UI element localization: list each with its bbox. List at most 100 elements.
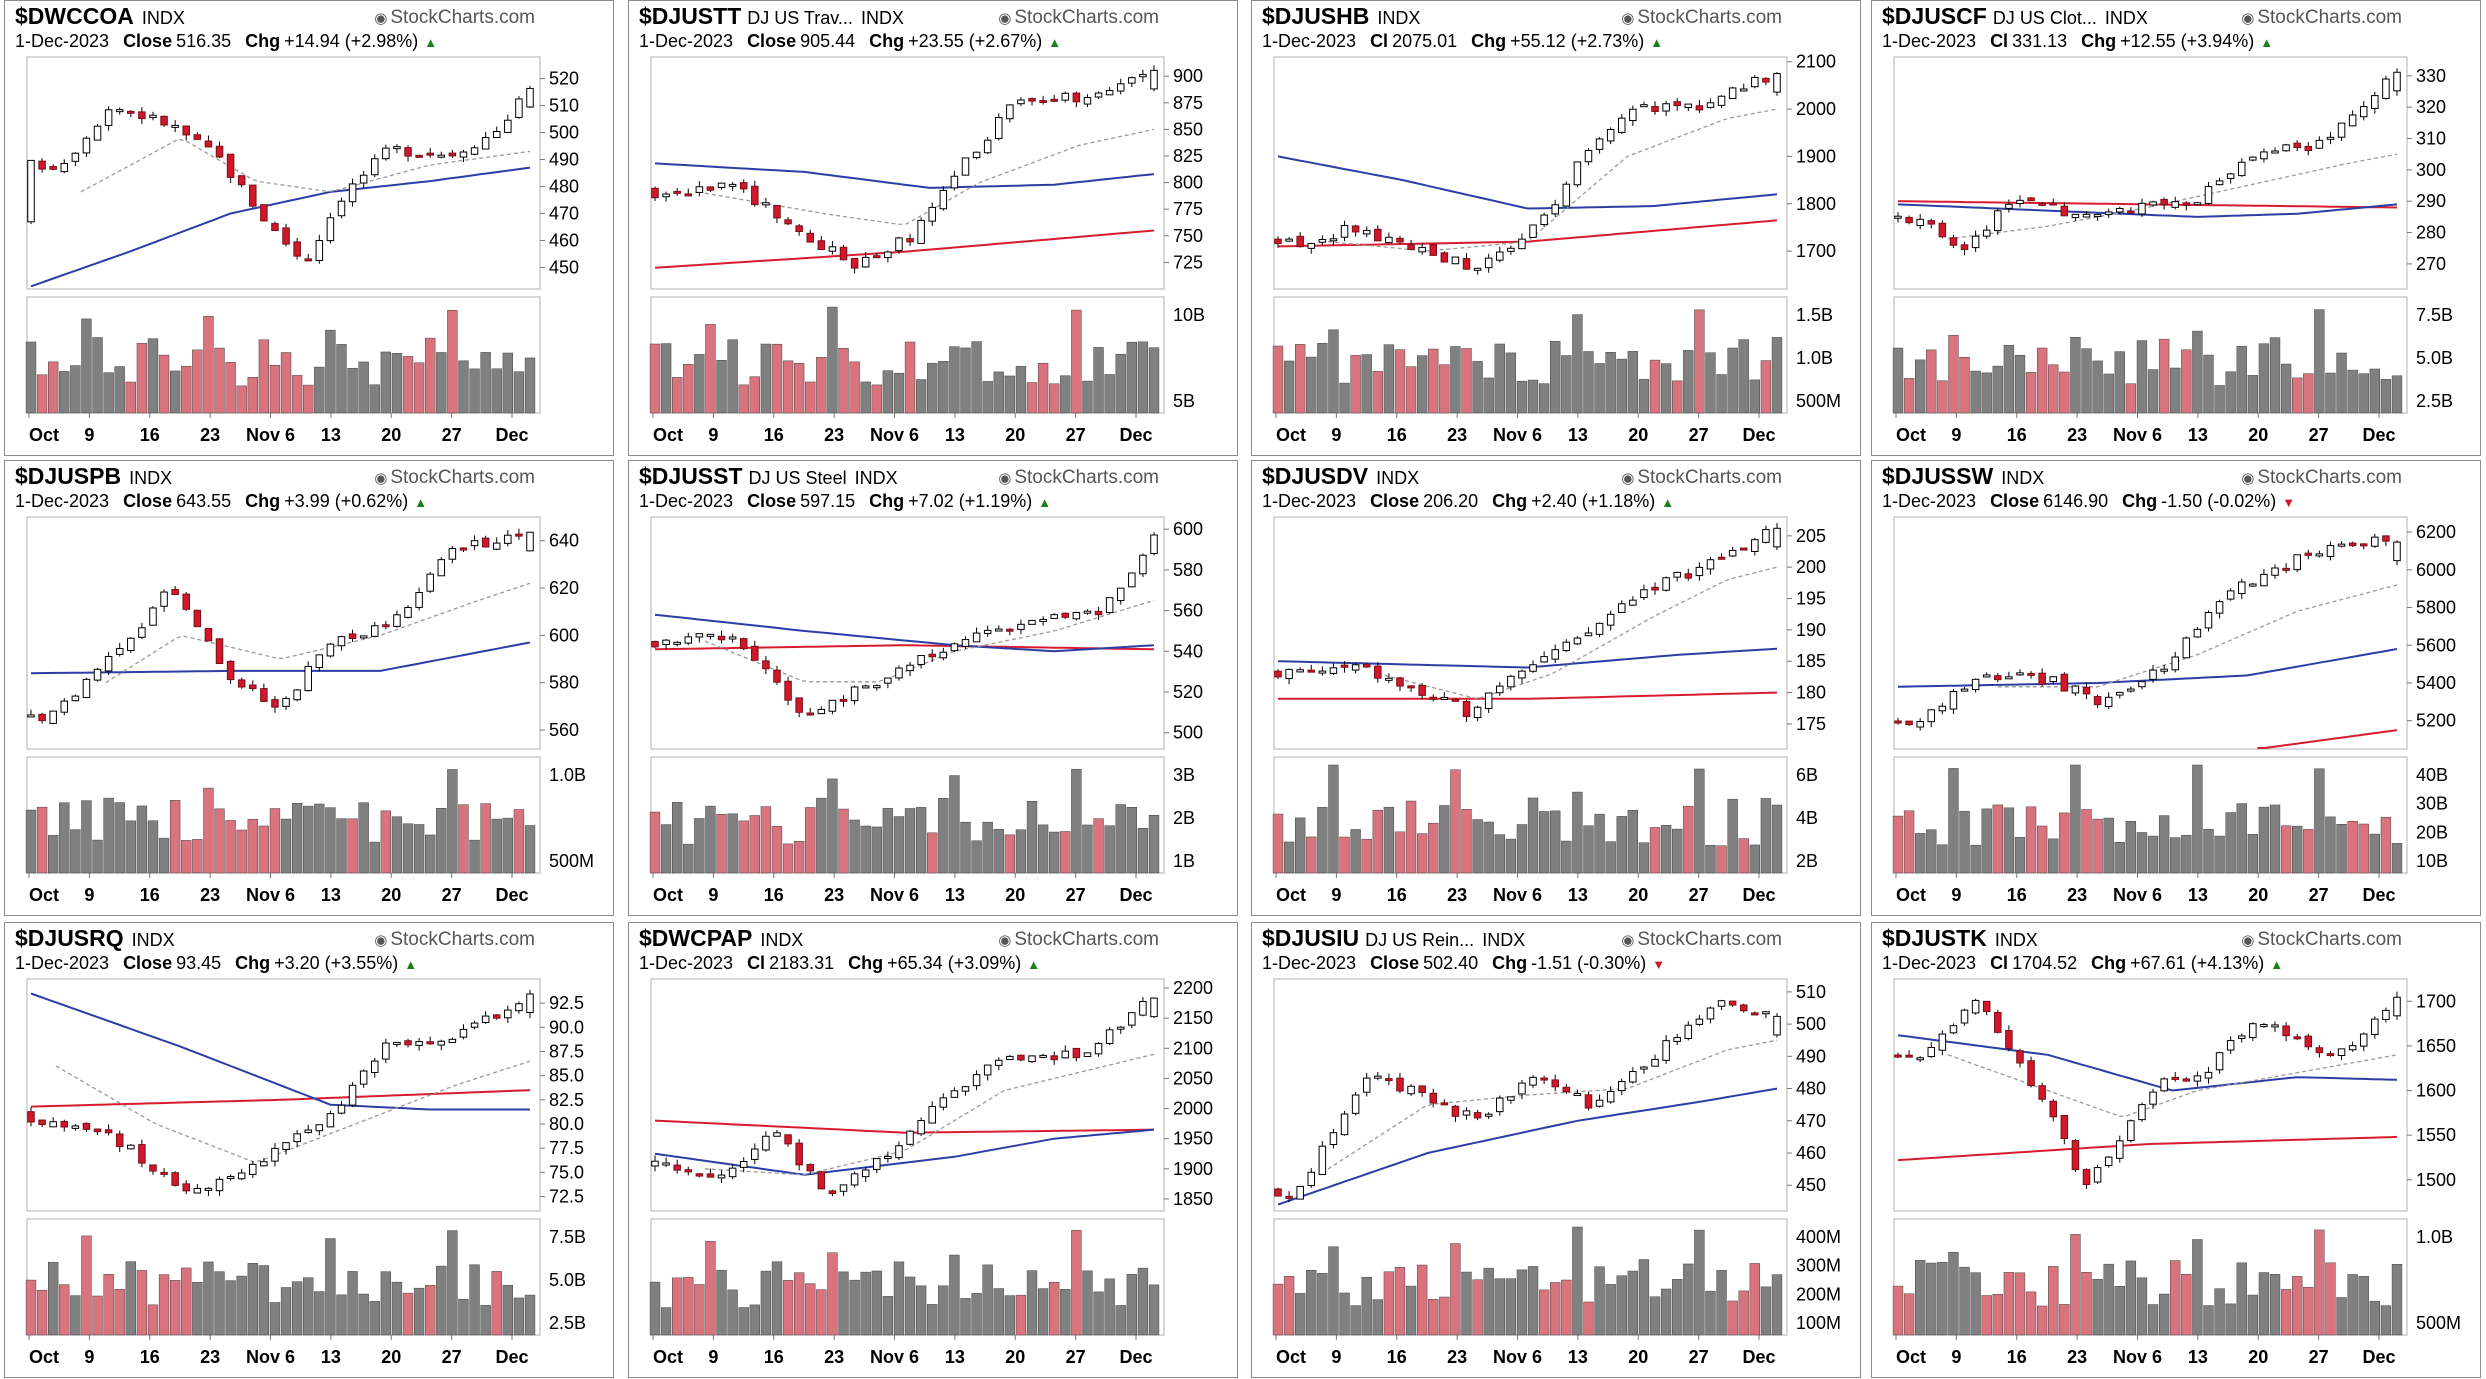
chart-panel[interactable]: $DWCPAP INDX ◉ StockCharts.com 1-Dec-2023 Cl 2…	[628, 922, 1238, 1378]
volume-bar	[469, 839, 480, 874]
chart-panel[interactable]: $DJUSIU DJ US Rein... INDX ◉ StockCharts.com…	[1251, 922, 1861, 1378]
volume-bar	[1060, 375, 1071, 414]
candle-body	[115, 648, 124, 655]
volume-bar	[2070, 764, 2081, 874]
candle-body	[1050, 98, 1058, 102]
chart-panel[interactable]: $DJUSST DJ US Steel INDX ◉ StockCharts.com 1-…	[628, 460, 1238, 916]
volume-bar	[1594, 363, 1605, 414]
candle-body	[2038, 1085, 2046, 1100]
candle-body	[1150, 997, 1158, 1018]
candle-body	[1028, 98, 1036, 102]
volume-bar	[2347, 821, 2358, 874]
candle-body	[839, 1184, 848, 1192]
volume-bar	[1583, 1301, 1594, 1336]
candle-body	[972, 151, 981, 159]
volume-bar	[1483, 821, 1494, 874]
volume-bar	[1605, 841, 1616, 874]
volume-bar	[2048, 1266, 2059, 1336]
volume-bar	[949, 1254, 960, 1336]
candle-body	[1595, 1099, 1604, 1107]
volume-bar	[1572, 791, 1583, 874]
candle-body	[1072, 611, 1081, 620]
candle-body	[2171, 201, 2179, 208]
volume-bar	[927, 362, 938, 414]
candle-body	[1739, 88, 1748, 92]
candle-body	[2071, 213, 2080, 219]
chart-panel[interactable]: $DJUSDV INDX ◉ StockCharts.com 1-Dec-2023 Clo…	[1251, 460, 1861, 916]
brand-text: StockCharts.com	[2257, 929, 2402, 950]
volume-bar	[2081, 809, 2092, 874]
volume-bar	[1137, 828, 1149, 874]
candle-body	[961, 1086, 970, 1092]
candle-body	[304, 258, 312, 262]
chart-panel[interactable]: $DJUSRQ INDX ◉ StockCharts.com 1-Dec-2023 Clo…	[4, 922, 614, 1378]
chart-panel[interactable]: $DJUSTK INDX ◉ StockCharts.com 1-Dec-2023 Cl 1…	[1871, 922, 2481, 1378]
chart-panel[interactable]: $DJUSHB INDX ◉ StockCharts.com 1-Dec-2023 Cl 2…	[1251, 0, 1861, 456]
volume-bar	[2314, 1229, 2325, 1336]
volume-bar	[1627, 1270, 1639, 1336]
volume-bar	[280, 818, 292, 874]
candle-body	[371, 158, 379, 176]
candle-body	[1706, 1007, 1715, 1020]
candle-body	[1318, 670, 1327, 674]
volume-axis-label: 30B	[2416, 794, 2448, 814]
candle-body	[1551, 1079, 1559, 1088]
up-arrow-icon: ▲	[424, 35, 438, 50]
y-tick-label: 1650	[2416, 1036, 2456, 1056]
candle-body	[2304, 552, 2313, 556]
volume-bar	[1071, 768, 1082, 874]
y-tick-label: 6200	[2416, 522, 2456, 542]
candle-body	[917, 655, 925, 665]
x-tick-label: 16	[2007, 885, 2027, 905]
candle-body	[60, 1120, 69, 1128]
chart-panel[interactable]: $DWCCOA INDX ◉ StockCharts.com 1-Dec-2023 Clo…	[4, 0, 614, 456]
brand-watermark: ◉ StockCharts.com	[998, 7, 1159, 29]
volume-bar	[1915, 1260, 1926, 1336]
candle-body	[1739, 547, 1748, 551]
volume-bar	[949, 346, 960, 414]
candle-body	[739, 1161, 748, 1168]
x-tick-label: 13	[2188, 885, 2208, 905]
candle-body	[1462, 1110, 1471, 1116]
x-tick-label: Nov 6	[2113, 885, 2162, 905]
x-tick-label: Oct	[653, 885, 683, 905]
candle-body	[1629, 599, 1637, 606]
candle-body	[1496, 251, 1504, 261]
x-tick-label: 27	[1066, 1347, 1086, 1367]
chart-panel[interactable]: $DJUSCF DJ US Clot... INDX ◉ StockCharts.com…	[1871, 0, 2481, 456]
x-tick-label: 16	[1387, 425, 1407, 445]
candle-body	[1773, 1015, 1781, 1036]
candle-body	[515, 1003, 523, 1012]
x-tick-label: 13	[321, 885, 341, 905]
volume-bar	[649, 811, 661, 874]
y-tick-label: 640	[549, 531, 579, 551]
candle-body	[784, 219, 792, 225]
candle-body	[138, 111, 146, 120]
volume-bar	[1104, 1278, 1115, 1336]
close-label: Close	[123, 491, 173, 511]
candle-body	[1695, 566, 1704, 577]
candle-body	[437, 559, 446, 577]
candle-body	[861, 685, 870, 689]
candle-body	[415, 154, 423, 158]
volume-bar	[1383, 344, 1395, 414]
x-tick-label: 20	[1005, 1347, 1025, 1367]
candle-body	[684, 193, 693, 197]
volume-bar	[1694, 768, 1705, 874]
y-tick-label: 90.0	[549, 1017, 584, 1037]
x-tick-label: Dec	[2362, 425, 2395, 445]
volume-bar	[705, 324, 716, 414]
candle-body	[928, 206, 936, 222]
candle-body	[271, 699, 279, 708]
candle-body	[2326, 545, 2335, 557]
up-arrow-icon: ▲	[2260, 35, 2274, 50]
chart-panel[interactable]: $DJUSTT DJ US Trav... INDX ◉ StockCharts.com…	[628, 0, 1238, 456]
volume-bar	[2280, 825, 2292, 874]
candle-body	[2282, 1025, 2290, 1037]
volume-bar	[2203, 354, 2214, 414]
chart-panel[interactable]: $DJUSSW INDX ◉ StockCharts.com 1-Dec-2023 Clo…	[1871, 460, 2481, 916]
candle-body	[1128, 1012, 1136, 1026]
volume-bar	[358, 361, 369, 414]
volume-axis-label: 500M	[1796, 391, 1841, 411]
chart-panel[interactable]: $DJUSPB INDX ◉ StockCharts.com 1-Dec-2023 Clo…	[4, 460, 614, 916]
